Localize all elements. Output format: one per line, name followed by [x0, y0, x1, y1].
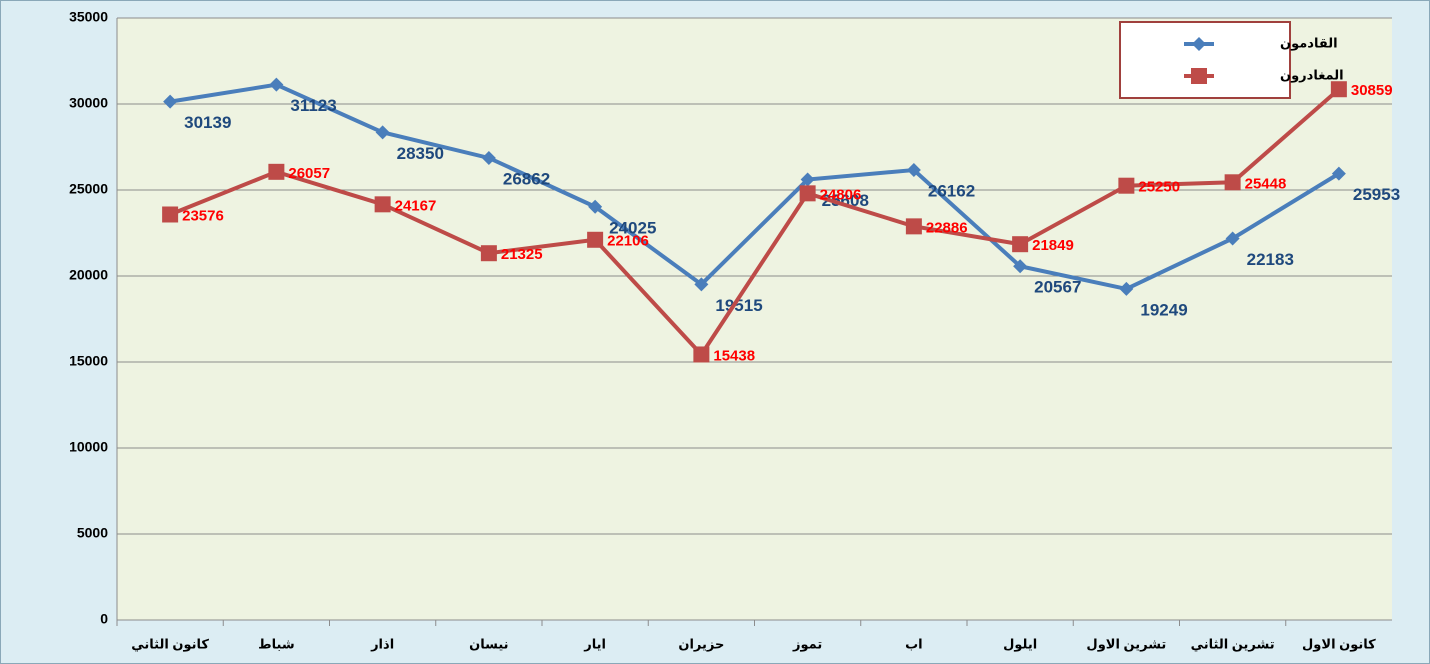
- marker: [1192, 37, 1206, 51]
- marker: [480, 245, 497, 262]
- marker: [481, 150, 496, 165]
- x-tick-label: تشرين الثاني: [1191, 636, 1275, 651]
- marker: [1118, 177, 1135, 194]
- data-label: 28350: [397, 144, 444, 163]
- y-tick-label: 30000: [69, 95, 108, 111]
- plot-area: [117, 18, 1392, 620]
- x-tick-label: كانون الثاني: [131, 636, 209, 651]
- data-label: 31123: [290, 96, 336, 115]
- marker: [163, 94, 178, 109]
- x-tick-label: اذار: [370, 636, 394, 651]
- data-label: 25953: [1353, 185, 1400, 204]
- y-tick-label: 25000: [69, 181, 108, 197]
- data-label: 15438: [713, 347, 755, 364]
- data-label: 22106: [607, 233, 649, 250]
- marker: [1012, 236, 1029, 253]
- x-tick-label: ايار: [583, 636, 606, 651]
- data-label: 30139: [184, 113, 231, 132]
- marker: [268, 163, 285, 180]
- legend-box: [1119, 21, 1291, 99]
- legend-label: القادمون: [1280, 35, 1338, 50]
- y-tick-label: 20000: [69, 267, 108, 283]
- data-label: 26162: [928, 181, 975, 200]
- x-tick-label: تموز: [792, 636, 822, 651]
- x-tick-label: شباط: [258, 636, 294, 651]
- marker: [1191, 68, 1207, 84]
- x-tick-label: كانون الاول: [1302, 636, 1376, 651]
- data-label: 19249: [1140, 300, 1187, 319]
- data-label: 30859: [1351, 82, 1393, 99]
- marker: [800, 172, 815, 187]
- marker: [905, 218, 922, 235]
- marker: [269, 77, 284, 92]
- y-tick-label: 5000: [77, 525, 108, 541]
- marker: [1225, 231, 1240, 246]
- x-tick-label: نيسان: [469, 636, 508, 651]
- y-tick-label: 15000: [69, 353, 108, 369]
- marker: [588, 199, 603, 214]
- data-label: 21849: [1032, 237, 1074, 254]
- data-label: 22183: [1247, 250, 1294, 269]
- marker: [1013, 259, 1028, 274]
- line: [169, 87, 1341, 358]
- data-label: 26057: [288, 165, 330, 182]
- data-label: 26862: [503, 169, 550, 188]
- data-label: 25608: [822, 191, 869, 210]
- marker: [1119, 281, 1134, 296]
- marker: [587, 231, 604, 248]
- legend-label: المغادرون: [1280, 67, 1344, 82]
- x-tick-label: حزيران: [678, 636, 724, 651]
- marker: [694, 277, 709, 292]
- marker: [375, 125, 390, 140]
- data-label: 22886: [926, 219, 968, 236]
- data-label: 20567: [1034, 278, 1081, 297]
- marker: [374, 196, 391, 213]
- data-label: 24806: [820, 186, 862, 203]
- marker: [693, 346, 710, 363]
- line: [169, 82, 1340, 292]
- marker: [1330, 81, 1347, 98]
- y-tick-label: 0: [100, 611, 108, 627]
- data-label: 24167: [395, 197, 437, 214]
- data-label: 24025: [609, 218, 656, 237]
- data-label: 25448: [1245, 175, 1287, 192]
- marker: [1224, 174, 1241, 191]
- data-label: 21325: [501, 246, 543, 263]
- x-tick-label: اب: [905, 636, 923, 651]
- data-label: 23576: [182, 207, 224, 224]
- y-tick-label: 10000: [69, 439, 108, 455]
- marker: [799, 185, 816, 202]
- marker: [162, 206, 179, 223]
- data-label: 19515: [715, 296, 762, 315]
- x-tick-label: تشرين الاول: [1086, 636, 1166, 651]
- data-label: 25250: [1138, 179, 1180, 196]
- x-tick-label: ايلول: [1003, 636, 1037, 651]
- marker: [1331, 166, 1346, 181]
- marker: [906, 163, 921, 178]
- y-tick-label: 35000: [69, 9, 108, 25]
